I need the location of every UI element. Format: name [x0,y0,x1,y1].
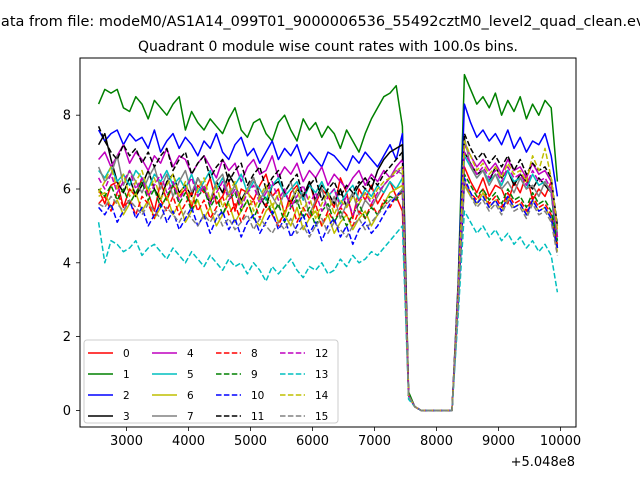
y-tick-label: 8 [63,109,71,124]
y-tick-label: 0 [63,404,71,419]
legend-label-11: 11 [251,411,264,423]
legend-label-1: 1 [123,369,130,381]
legend-label-12: 12 [315,348,328,360]
series-layer [97,73,559,412]
legend-frame [83,339,339,424]
plot-area [79,57,577,428]
series-line-9 [98,173,559,412]
series-line-13 [97,210,559,412]
y-axis: 0 2 4 6 8 [63,109,80,419]
series-line-4 [98,143,559,412]
y-tick-label: 2 [63,330,71,345]
legend-label-4: 4 [187,348,194,360]
series-line-1 [97,73,559,412]
x-tick-label: 9000 [482,434,515,449]
x-tick-label: 10000 [540,434,581,449]
legend-label-9: 9 [251,369,258,381]
legend-label-13: 13 [315,369,328,381]
series-line-14 [97,140,559,412]
x-axis-offset-label: +5.048e8 [511,455,575,470]
legend-label-2: 2 [123,390,130,402]
series-line-15 [98,180,559,412]
x-axis: 3000 4000 5000 6000 7000 8000 9000 10000 [110,427,581,449]
x-tick-label: 8000 [420,434,453,449]
y-tick-label: 4 [63,256,71,271]
series-line-8 [98,180,559,412]
series-line-11 [97,126,559,412]
x-tick-label: 3000 [110,434,143,449]
chart-title: Quadrant 0 module wise count rates with … [138,39,518,55]
legend-label-5: 5 [187,369,194,381]
series-line-12 [97,151,559,412]
y-tick-label: 6 [63,182,71,197]
legend-label-6: 6 [187,390,194,402]
legend-label-8: 8 [251,348,258,360]
legend-label-15: 15 [315,411,328,423]
legend-label-7: 7 [187,411,194,423]
legend-label-10: 10 [251,390,264,402]
x-tick-label: 5000 [234,434,267,449]
legend-label-14: 14 [315,390,329,402]
legend-label-3: 3 [123,411,130,423]
series-line-2 [97,103,559,412]
x-tick-label: 6000 [296,434,329,449]
series-line-6 [98,184,559,412]
legend-label-0: 0 [123,348,130,360]
x-tick-label: 4000 [172,434,205,449]
axes-frame [79,57,577,428]
x-tick-label: 7000 [358,434,391,449]
figure-suptitle: Data from file: modeM0/AS1A14_099T01_900… [0,14,640,30]
